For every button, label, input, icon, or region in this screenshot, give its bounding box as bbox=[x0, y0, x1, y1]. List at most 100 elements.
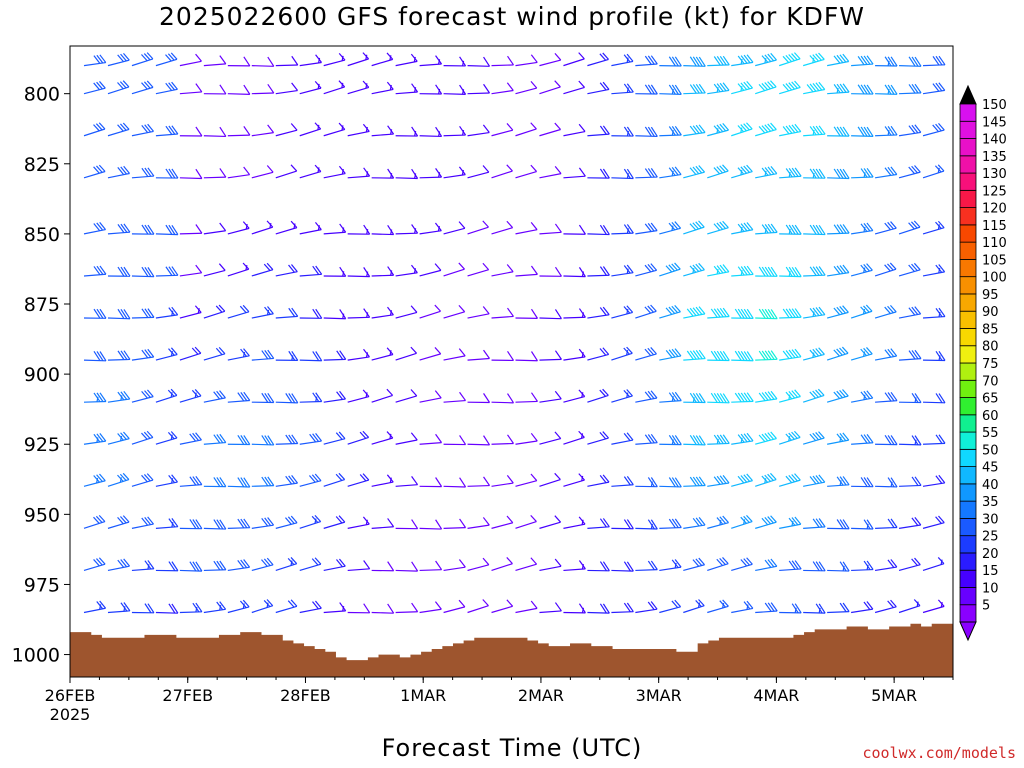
barb-feather bbox=[362, 473, 370, 481]
barb-feather bbox=[887, 305, 894, 314]
barb-feather bbox=[785, 83, 793, 91]
barb-feather bbox=[96, 165, 103, 173]
barb-shaft bbox=[371, 314, 394, 319]
wind-barb bbox=[875, 435, 898, 446]
barb-feather bbox=[266, 220, 274, 228]
wind-barb bbox=[275, 599, 298, 614]
barb-feather bbox=[599, 348, 607, 356]
colorbar-swatch bbox=[959, 552, 977, 571]
barb-feather bbox=[785, 224, 793, 235]
barb-feather bbox=[911, 124, 919, 134]
barb-feather bbox=[261, 476, 269, 487]
barb-feather bbox=[623, 432, 631, 442]
barb-feather bbox=[788, 517, 796, 526]
barb-feather bbox=[411, 602, 419, 613]
barb-feather bbox=[791, 167, 799, 177]
barb-half-feather bbox=[716, 87, 719, 93]
barb-feather bbox=[647, 264, 655, 272]
barb-half-feather bbox=[697, 602, 701, 608]
barb-feather bbox=[458, 262, 465, 270]
barb-feather bbox=[386, 474, 394, 483]
barb-half-feather bbox=[317, 124, 320, 131]
wind-barb bbox=[803, 474, 826, 487]
wind-barb bbox=[827, 519, 850, 530]
barb-feather bbox=[860, 391, 868, 400]
wind-barb bbox=[803, 603, 826, 614]
barb-feather bbox=[144, 560, 152, 570]
barb-shaft bbox=[802, 437, 825, 445]
barb-shaft bbox=[419, 353, 441, 361]
barb-shaft bbox=[563, 275, 586, 278]
barb-feather bbox=[411, 519, 419, 530]
wind-barb bbox=[755, 52, 777, 67]
wind-barb bbox=[251, 557, 274, 572]
barb-half-feather bbox=[341, 82, 344, 88]
wind-barb bbox=[83, 221, 107, 235]
barb-feather bbox=[171, 518, 179, 528]
barb-half-feather bbox=[366, 271, 369, 277]
barb-feather bbox=[809, 349, 817, 358]
barb-feather bbox=[938, 351, 946, 361]
barb-shaft bbox=[203, 230, 226, 235]
wind-barb bbox=[707, 599, 729, 614]
colorbar-label: 35 bbox=[982, 495, 999, 510]
wind-barb bbox=[731, 80, 753, 95]
x-tick-label: 3MAR bbox=[636, 686, 682, 705]
barb-feather bbox=[764, 124, 772, 132]
wind-barb bbox=[371, 52, 394, 67]
wind-barb bbox=[323, 122, 346, 137]
barb-shaft bbox=[539, 128, 561, 137]
wind-barb bbox=[227, 166, 251, 179]
barb-feather bbox=[794, 348, 802, 358]
barb-feather bbox=[671, 56, 679, 67]
barb-feather bbox=[530, 557, 538, 565]
credit-link[interactable]: coolwx.com/models bbox=[862, 744, 1016, 762]
barb-half-feather bbox=[315, 396, 318, 402]
barb-feather bbox=[866, 222, 874, 231]
wind-barb bbox=[515, 54, 538, 67]
barb-feather bbox=[812, 390, 819, 398]
barb-half-feather bbox=[342, 313, 345, 319]
wind-barb bbox=[227, 477, 251, 488]
barb-feather bbox=[483, 83, 491, 94]
barb-feather bbox=[791, 308, 799, 318]
wind-barb bbox=[299, 557, 322, 572]
barb-feather bbox=[215, 347, 223, 356]
barb-feather bbox=[458, 348, 466, 357]
wind-barb bbox=[803, 266, 826, 277]
barb-half-feather bbox=[293, 223, 296, 229]
barb-feather bbox=[98, 122, 106, 130]
barb-feather bbox=[506, 123, 514, 131]
wind-barb bbox=[707, 164, 729, 179]
barb-feather bbox=[719, 516, 727, 524]
barb-feather bbox=[887, 166, 895, 176]
barb-feather bbox=[194, 346, 202, 354]
barb-feather bbox=[123, 558, 131, 567]
barb-feather bbox=[263, 263, 271, 271]
barb-feather bbox=[767, 223, 775, 233]
wind-barb bbox=[611, 389, 633, 403]
barb-feather bbox=[887, 435, 895, 445]
barb-feather bbox=[312, 351, 320, 362]
barb-shaft bbox=[802, 58, 825, 67]
barb-feather bbox=[761, 350, 769, 360]
wind-barb bbox=[83, 308, 107, 319]
barb-feather bbox=[865, 304, 873, 312]
wind-barb bbox=[107, 390, 131, 403]
barb-shaft bbox=[563, 130, 586, 137]
barb-feather bbox=[119, 473, 127, 481]
barb-feather bbox=[815, 561, 823, 572]
barb-feather bbox=[860, 126, 868, 137]
barb-feather bbox=[213, 391, 221, 400]
barb-feather bbox=[170, 347, 178, 355]
barb-feather bbox=[240, 559, 248, 569]
wind-barb bbox=[851, 560, 874, 572]
barb-feather bbox=[96, 601, 104, 610]
barb-feather bbox=[767, 432, 775, 440]
barb-half-feather bbox=[390, 270, 393, 276]
wind-barb bbox=[131, 473, 154, 487]
barb-half-feather bbox=[96, 396, 99, 402]
barb-half-feather bbox=[671, 88, 674, 95]
wind-barb bbox=[803, 561, 826, 572]
barb-feather bbox=[767, 123, 774, 131]
